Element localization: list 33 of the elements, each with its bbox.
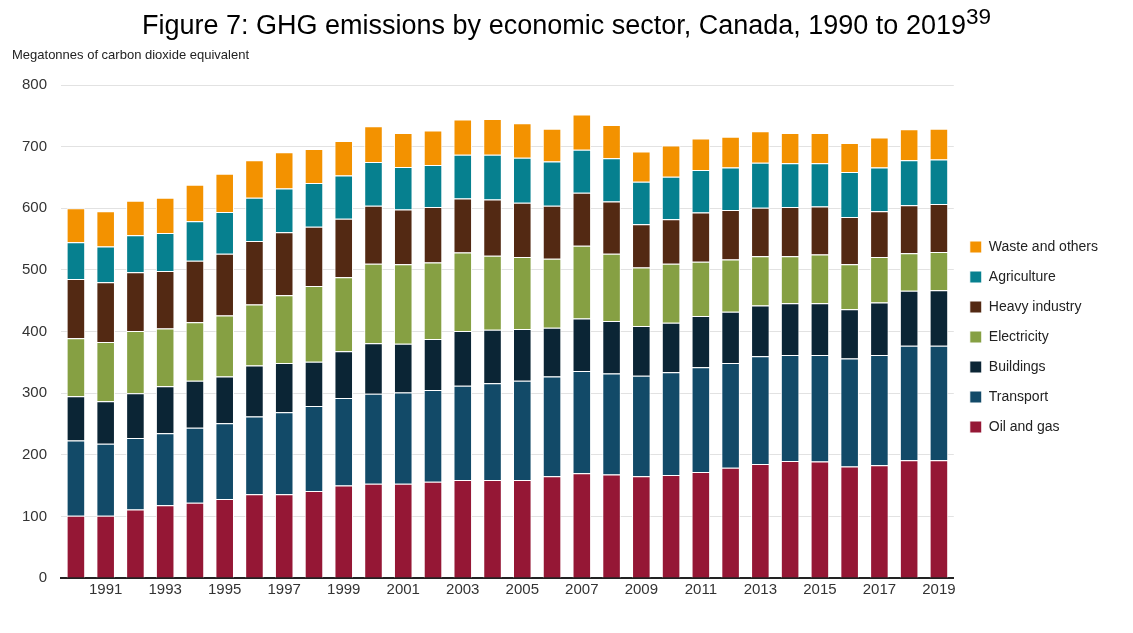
y-tick-label: 400 [22, 321, 48, 339]
legend-label: Oil and gas [988, 417, 1060, 434]
legend-label: Buildings [988, 357, 1046, 374]
x-tick-label: 1999 [327, 580, 361, 598]
x-tick-label: 2001 [386, 580, 420, 598]
y-tick-label: 300 [22, 383, 48, 401]
legend-label: Heavy industry [988, 297, 1082, 314]
x-tick-label: 2005 [505, 580, 539, 598]
legend-label: Electricity [988, 327, 1049, 344]
x-tick-label: 1995 [208, 580, 242, 598]
y-tick-label: 800 [22, 75, 48, 93]
legend-label: Waste and others [988, 237, 1099, 254]
x-tick-label: 2009 [624, 580, 659, 598]
x-tick-label: 2011 [684, 580, 717, 598]
x-tick-label: 1997 [267, 580, 301, 598]
x-tick-label: 2015 [803, 580, 837, 598]
y-axis-title: Megatonnes of carbon dioxide equivalent [12, 47, 251, 62]
legend-label: Agriculture [988, 267, 1056, 284]
x-tick-label: 2007 [565, 580, 599, 598]
legend-label: Transport [988, 387, 1049, 404]
x-tick-label: 2003 [446, 580, 480, 598]
y-tick-label: 100 [22, 506, 48, 524]
chart-title: Figure 7: GHG emissions by economic sector, Canada, 1990 to 2019$^{39}$ [141, 4, 992, 41]
y-tick-label: 700 [22, 136, 48, 154]
x-tick-label: 1991 [88, 580, 123, 598]
y-tick-label: 0 [38, 568, 48, 586]
y-tick-label: 500 [22, 260, 48, 278]
x-tick-label: 2013 [743, 580, 778, 598]
x-tick-label: 2019 [922, 580, 956, 598]
x-tick-label: 1993 [148, 580, 182, 598]
x-tick-label: 2017 [862, 580, 897, 598]
y-tick-label: 600 [22, 198, 48, 216]
y-tick-label: 200 [22, 444, 48, 462]
